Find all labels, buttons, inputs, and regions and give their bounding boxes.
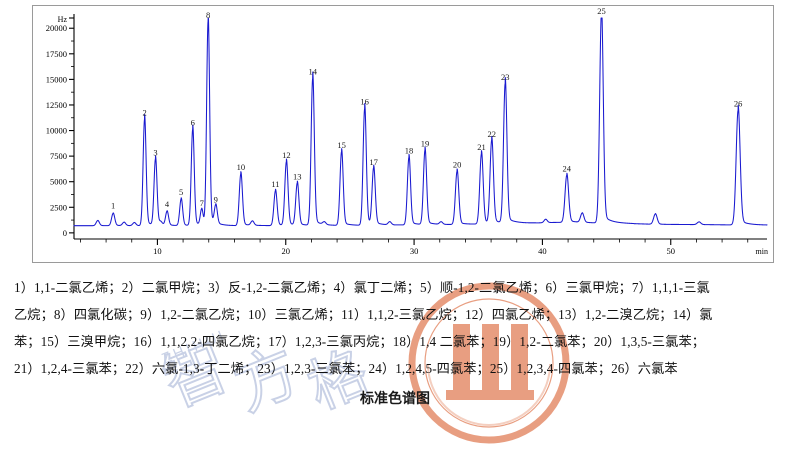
y-tick-label: 10000 — [46, 126, 67, 136]
y-tick-label: 7500 — [50, 151, 67, 161]
peak-number-label: 8 — [206, 10, 210, 20]
x-axis-unit-label: min — [756, 247, 768, 256]
peak-number-label: 4 — [165, 199, 170, 209]
peak-number-label: 1 — [111, 200, 115, 210]
figure-title: 标准色谱图 — [360, 390, 430, 406]
x-tick-label: 50 — [667, 246, 676, 256]
peak-number-label: 24 — [563, 163, 572, 173]
peak-number-label: 12 — [282, 150, 291, 160]
caption-line-2: 乙烷；8）四氯化碳；9）1,2-二氯乙烷；10）三氯乙烯；11）1,1,2-三氯… — [14, 307, 713, 322]
peak-number-label: 20 — [453, 159, 462, 169]
x-tick-label: 10 — [153, 246, 162, 256]
caption-line-4: 21）1,2,4-三氯苯；22）六氯-1,3-丁二烯；23）1,2,3-三氯苯；… — [14, 361, 678, 376]
peak-number-label: 22 — [487, 129, 496, 139]
chromatogram-panel: 0 2500 5000 7500 10000 12500 15000 17500 20000 Hz… — [32, 5, 774, 263]
peak-number-label: 21 — [477, 142, 486, 152]
y-tick-label: 17500 — [46, 49, 67, 59]
peak-number-label: 16 — [360, 97, 369, 107]
peak-number-label: 25 — [597, 6, 606, 16]
caption-line-3: 苯；15）三溴甲烷；16）1,1,2,2-四氯乙烷；17）1,2,3-三氯丙烷；… — [14, 334, 706, 349]
peak-number-label: 19 — [421, 139, 430, 149]
x-tick-label: 30 — [410, 246, 419, 256]
peak-number-label: 3 — [153, 148, 157, 158]
peak-number-label: 17 — [369, 157, 378, 167]
peak-number-label: 7 — [200, 198, 204, 208]
peak-number-label: 2 — [142, 107, 146, 117]
chart-axes: 0 2500 5000 7500 10000 12500 15000 17500 20000Hz… — [46, 14, 768, 256]
peak-number-label: 23 — [501, 72, 510, 82]
chromatogram-trace — [73, 17, 768, 227]
peak-number-label: 5 — [179, 187, 183, 197]
peak-number-label: 13 — [293, 172, 302, 182]
chromatogram-plot: 0 2500 5000 7500 10000 12500 15000 17500 20000Hz… — [46, 6, 768, 256]
chromatogram-trace-path — [73, 17, 768, 227]
peak-number-label: 9 — [214, 194, 218, 204]
caption-line-1: 1）1,1-二氯乙烯；2）二氯甲烷；3）反-1,2-二氯乙烯；4）氯丁二烯；5）… — [14, 280, 710, 295]
peak-label-group: 1234567891011121314151617181920212223242… — [111, 6, 742, 210]
peak-number-label: 11 — [271, 179, 279, 189]
y-tick-label: 5000 — [50, 177, 67, 187]
figure-caption: 1）1,1-二氯乙烯；2）二氯甲烷；3）反-1,2-二氯乙烯；4）氯丁二烯；5）… — [14, 274, 776, 382]
peak-number-label: 18 — [405, 145, 414, 155]
peak-number-label: 10 — [237, 162, 246, 172]
peak-number-label: 6 — [191, 118, 195, 128]
x-tick-label: 40 — [538, 246, 547, 256]
peak-number-label: 15 — [337, 140, 346, 150]
y-tick-label: 15000 — [46, 74, 67, 84]
peak-number-label: 26 — [734, 98, 743, 108]
x-tick-label: 20 — [282, 246, 291, 256]
y-tick-label: 0 — [63, 228, 67, 238]
y-tick-label: 20000 — [46, 23, 67, 33]
y-axis-unit-label: Hz — [58, 15, 68, 24]
peak-number-label: 14 — [308, 67, 317, 77]
y-tick-label: 2500 — [50, 202, 67, 212]
y-tick-label: 12500 — [46, 100, 67, 110]
